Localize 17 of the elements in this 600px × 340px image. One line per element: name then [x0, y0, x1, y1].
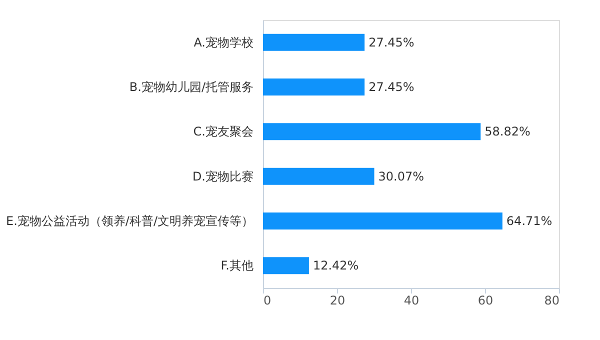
y-tick-label: E.宠物公益活动（领养/科普/文明养宠宣传等）: [6, 214, 254, 228]
x-tick-label: 60: [478, 294, 494, 308]
x-tick-label: 40: [404, 294, 420, 308]
y-tick-label: D.宠物比赛: [192, 169, 254, 184]
y-tick-label: B.宠物幼儿园/托管服务: [129, 80, 254, 94]
x-tick-label: 0: [264, 294, 272, 308]
y-tick-label: A.宠物学校: [194, 35, 254, 50]
y-tick-label: C.宠友聚会: [193, 124, 254, 139]
data-label: 12.42%: [312, 258, 359, 273]
data-label: 64.71%: [506, 214, 552, 228]
data-label: 58.82%: [484, 124, 530, 139]
y-tick-label: F.其他: [220, 258, 254, 273]
x-tick-label: 80: [544, 294, 560, 308]
data-label: 27.45%: [368, 35, 414, 50]
data-label: 27.45%: [368, 80, 414, 94]
data-label: 30.07%: [378, 169, 424, 184]
x-tick-label: 20: [330, 294, 346, 308]
